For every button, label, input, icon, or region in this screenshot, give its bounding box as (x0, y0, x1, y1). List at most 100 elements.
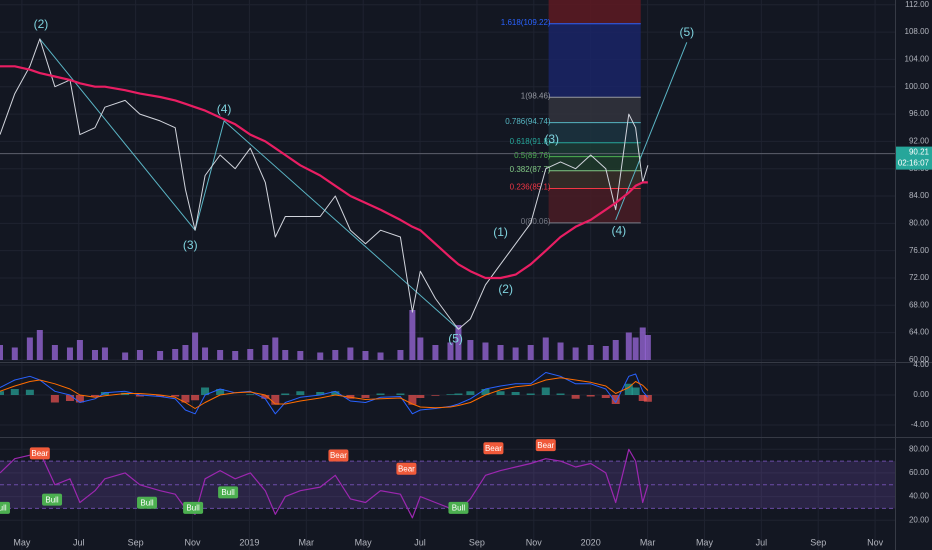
fib-label: 0.786(94.74) (505, 117, 551, 126)
macd-histogram-bar (481, 389, 490, 395)
volume-bar (557, 342, 564, 360)
macd-line (0, 377, 649, 409)
y-tick-label: 0.00 (913, 390, 929, 399)
volume-bar (332, 350, 339, 360)
volume-bar (397, 350, 404, 360)
volume-bar (572, 347, 579, 360)
countdown-label: 02:16:07 (898, 159, 930, 168)
macd-histogram-bar (191, 395, 200, 401)
signal-label: Bear (31, 449, 48, 458)
macd-histogram-bar (25, 389, 34, 395)
fib-label: 0.236(85.1) (510, 183, 551, 192)
volume-bar (136, 350, 143, 360)
volume-bar (192, 332, 199, 360)
volume-bar (157, 351, 164, 360)
volume-bar (527, 345, 534, 360)
macd-histogram-bar (416, 395, 425, 398)
volume-bar (497, 345, 504, 360)
volume-bar (217, 350, 224, 360)
volume-bar (377, 352, 384, 360)
signal-box (183, 501, 204, 514)
fib-label: 0.618(91.8) (510, 137, 551, 146)
macd-histogram-bar (611, 395, 620, 404)
x-tick-label: Nov (867, 537, 884, 547)
x-tick-label: 2020 (581, 537, 601, 547)
volume-bar (36, 330, 43, 360)
volume-bar (432, 345, 439, 360)
x-tick-label: 2019 (239, 537, 259, 547)
macd-histogram-bar (331, 391, 340, 395)
volume-bar (347, 347, 354, 360)
macd-histogram-bar (643, 395, 652, 402)
volume-bar (467, 340, 474, 360)
macd-histogram-bar (75, 395, 84, 403)
macd-histogram-bar (181, 395, 190, 403)
fib-label: 0.382(87.7) (510, 165, 551, 174)
macd-histogram-bar (171, 395, 180, 397)
volume-bar (91, 350, 98, 360)
fib-zone (548, 170, 641, 189)
signal-label: Bear (485, 444, 502, 453)
signal-box (42, 493, 63, 506)
signal-label: Bull (452, 504, 466, 513)
signal-label: Bull (0, 504, 7, 513)
volume-bar (362, 351, 369, 360)
x-tick-label: May (355, 537, 373, 547)
volume-bar (542, 337, 549, 360)
volume-bar (625, 332, 632, 360)
y-tick-label: 76.00 (909, 246, 930, 255)
wave-label: (4) (217, 102, 232, 116)
price-line (0, 38, 649, 330)
wave-line (39, 38, 459, 330)
last-price-label: 90.21 (909, 148, 930, 157)
x-tick-label: Sep (810, 537, 826, 547)
y-tick-label: 80.00 (909, 218, 930, 227)
signal-box (328, 449, 349, 462)
volume-bar (247, 349, 254, 360)
fib-zone (548, 122, 641, 143)
x-tick-label: Sep (128, 537, 144, 547)
volume-bar (317, 352, 324, 360)
wave-line (615, 42, 688, 221)
x-tick-label: May (696, 537, 714, 547)
macd-histogram-bar (396, 393, 405, 395)
volume-bar (232, 351, 239, 360)
wave-label: (5) (448, 332, 463, 346)
y-tick-label: -4.00 (911, 420, 930, 429)
volume-bar (297, 351, 304, 360)
volume-bar (512, 347, 519, 360)
wave-label: (5) (679, 25, 694, 39)
macd-histogram-bar (246, 394, 255, 395)
macd-histogram-bar (624, 383, 633, 395)
macd-histogram-bar (446, 394, 455, 395)
volume-bar (11, 347, 18, 360)
x-tick-label: Mar (640, 537, 656, 547)
y-tick-label: 92.00 (909, 136, 930, 145)
macd-histogram-bar (65, 395, 74, 401)
signal-label: Bull (140, 498, 154, 507)
macd-histogram-bar (296, 391, 305, 395)
volume-bar (417, 337, 424, 360)
volume-bar (272, 337, 279, 360)
signal-box (396, 462, 417, 475)
fib-zone (548, 97, 641, 123)
wave-label: (3) (183, 238, 198, 252)
volume-bar (282, 350, 289, 360)
y-tick-label: 108.00 (905, 27, 930, 36)
wave-label: (2) (498, 282, 513, 296)
macd-histogram-bar (408, 395, 417, 405)
volume-bar (644, 335, 651, 360)
macd-histogram-bar (261, 395, 270, 399)
x-tick-label: Mar (299, 537, 315, 547)
macd-histogram-bar (281, 393, 290, 395)
price-line (0, 65, 648, 280)
signal-box (448, 501, 469, 514)
x-tick-label: Jul (756, 537, 768, 547)
volume-bar (612, 340, 619, 360)
macd-histogram-bar (0, 391, 4, 395)
signal-box (29, 447, 50, 460)
rsi-line (0, 448, 649, 519)
macd-histogram-bar (100, 392, 109, 395)
macd-histogram-bar (541, 387, 550, 395)
